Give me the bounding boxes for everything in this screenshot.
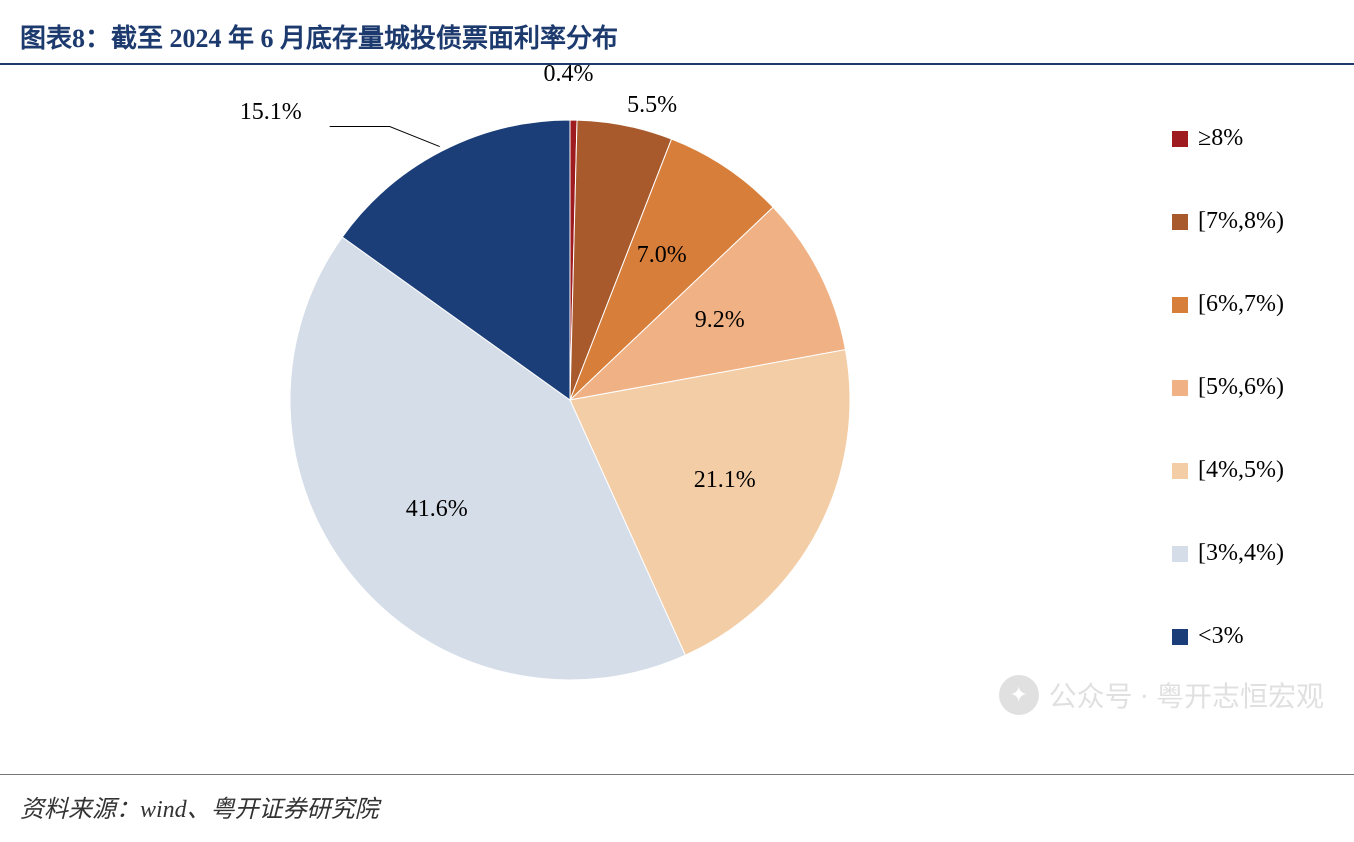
slice-label: 9.2% <box>695 307 745 334</box>
legend-swatch <box>1172 629 1188 645</box>
legend: ≥8% [7%,8%) [6%,7%) [5%,6%) [4%,5%) [3%,4%) <3… <box>1172 125 1284 650</box>
legend-swatch <box>1172 380 1188 396</box>
legend-item: [4%,5%) <box>1172 457 1284 484</box>
chart-area: 0.4%5.5%7.0%9.2%21.1%41.6%15.1% ≥8%[7%,8… <box>0 65 1354 745</box>
source-footer: 资料来源：wind、粤开证券研究院 <box>0 774 1354 842</box>
legend-item: ≥8% <box>1172 125 1284 152</box>
wechat-icon: ✦ <box>999 675 1039 715</box>
legend-swatch <box>1172 131 1188 147</box>
watermark: ✦ 公众号 · 粤开志恒宏观 <box>999 675 1324 715</box>
legend-item: <3% <box>1172 623 1284 650</box>
watermark-text: 公众号 · 粤开志恒宏观 <box>1049 675 1324 715</box>
legend-label: [7%,8%) <box>1198 208 1284 235</box>
slice-label: 21.1% <box>694 467 756 494</box>
slice-label: 15.1% <box>240 99 302 126</box>
legend-swatch <box>1172 297 1188 313</box>
slice-label: 7.0% <box>637 242 687 269</box>
legend-swatch <box>1172 463 1188 479</box>
slice-label: 5.5% <box>627 92 677 119</box>
pie-svg <box>290 120 850 680</box>
slice-label: 0.4% <box>544 61 594 88</box>
legend-item: [6%,7%) <box>1172 291 1284 318</box>
legend-label: [3%,4%) <box>1198 540 1284 567</box>
slice-label: 41.6% <box>406 496 468 523</box>
legend-item: [7%,8%) <box>1172 208 1284 235</box>
legend-label: [6%,7%) <box>1198 291 1284 318</box>
legend-swatch <box>1172 546 1188 562</box>
legend-label: [5%,6%) <box>1198 374 1284 401</box>
chart-title: 图表8：截至 2024 年 6 月底存量城投债票面利率分布 <box>0 0 1354 65</box>
pie-container <box>290 120 850 680</box>
legend-label: ≥8% <box>1198 125 1243 152</box>
legend-item: [3%,4%) <box>1172 540 1284 567</box>
legend-swatch <box>1172 214 1188 230</box>
legend-label: [4%,5%) <box>1198 457 1284 484</box>
legend-item: [5%,6%) <box>1172 374 1284 401</box>
legend-label: <3% <box>1198 623 1244 650</box>
